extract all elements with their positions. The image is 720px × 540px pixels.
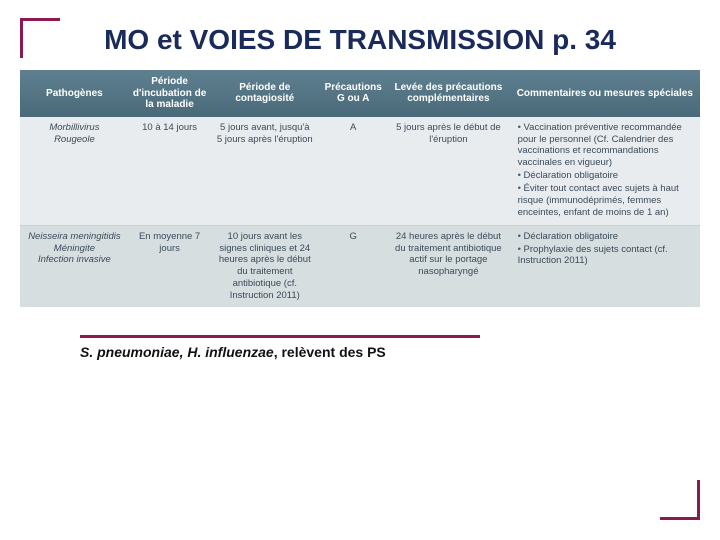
- transmission-table: Pathogènes Période d'incubation de la ma…: [20, 70, 700, 307]
- th-contagiosite: Période de contagiosité: [210, 70, 319, 117]
- pathogen-disease: Rougeole: [54, 134, 95, 145]
- footer-italic: S. pneumoniae, H. influenzae: [80, 344, 274, 360]
- th-commentaires: Commentaires ou mesures spéciales: [510, 70, 700, 117]
- cell-comments: Vaccination préventive recommandée pour …: [510, 117, 700, 226]
- pathogen-disease: Méningite: [54, 243, 95, 254]
- th-levee: Levée des précautions complémentaires: [387, 70, 509, 117]
- th-pathogenes: Pathogènes: [20, 70, 129, 117]
- cell-contagion: 10 jours avant les signes cliniques et 2…: [210, 225, 319, 307]
- cell-precaution: A: [319, 117, 387, 226]
- comment-item: Déclaration obligatoire: [518, 231, 694, 243]
- cell-incubation: En moyenne 7 jours: [129, 225, 211, 307]
- th-precautions: Précautions G ou A: [319, 70, 387, 117]
- comment-item: Prophylaxie des sujets contact (cf. Inst…: [518, 244, 694, 268]
- footer-note: S. pneumoniae, H. influenzae, relèvent d…: [80, 344, 480, 360]
- cell-pathogen: Morbillivirus Rougeole: [20, 117, 129, 226]
- footer-separator: S. pneumoniae, H. influenzae, relèvent d…: [80, 335, 480, 360]
- table-row: Neisseira meningitidis Méningite Infecti…: [20, 225, 700, 307]
- cell-incubation: 10 à 14 jours: [129, 117, 211, 226]
- comment-item: Éviter tout contact avec sujets à haut r…: [518, 183, 694, 219]
- page-title: MO et VOIES DE TRANSMISSION p. 34: [80, 24, 640, 56]
- cell-contagion: 5 jours avant, jusqu'à 5 jours après l'é…: [210, 117, 319, 226]
- cell-pathogen: Neisseira meningitidis Méningite Infecti…: [20, 225, 129, 307]
- cell-levee: 24 heures après le début du traitement a…: [387, 225, 509, 307]
- pathogen-name: Morbillivirus: [49, 122, 99, 133]
- comment-item: Déclaration obligatoire: [518, 170, 694, 182]
- pathogen-name: Neisseira meningitidis: [28, 231, 120, 242]
- cell-comments: Déclaration obligatoire Prophylaxie des …: [510, 225, 700, 307]
- th-incubation: Période d'incubation de la maladie: [129, 70, 211, 117]
- corner-bottom-right: [660, 480, 700, 520]
- table-header-row: Pathogènes Période d'incubation de la ma…: [20, 70, 700, 117]
- footer-rest: , relèvent des PS: [274, 344, 386, 360]
- pathogen-extra: Infection invasive: [38, 254, 111, 265]
- cell-precaution: G: [319, 225, 387, 307]
- table-row: Morbillivirus Rougeole 10 à 14 jours 5 j…: [20, 117, 700, 226]
- cell-levee: 5 jours après le début de l'éruption: [387, 117, 509, 226]
- comment-item: Vaccination préventive recommandée pour …: [518, 122, 694, 170]
- corner-top-left: [20, 18, 60, 58]
